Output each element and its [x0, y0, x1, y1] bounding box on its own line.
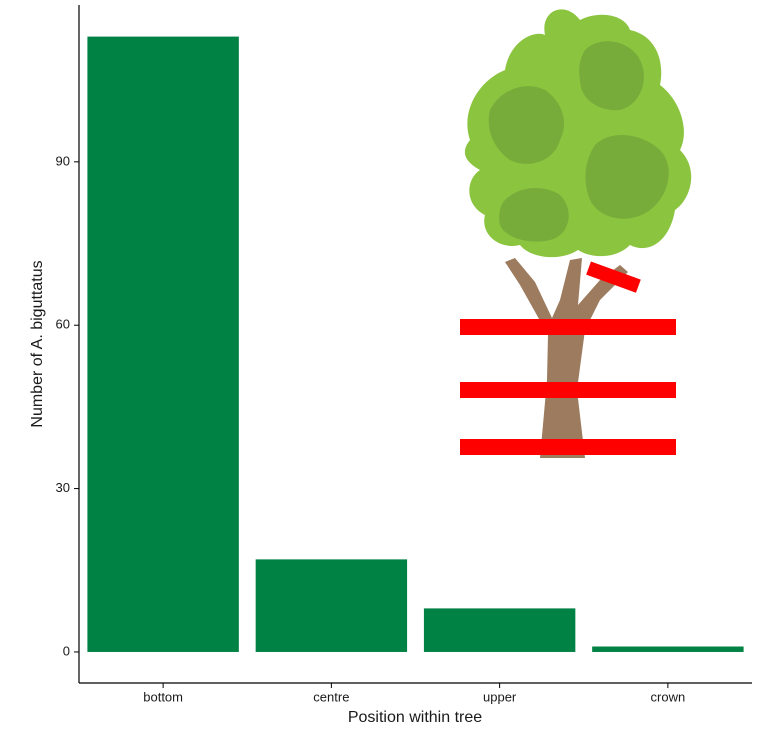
chart: Position within tree Number of A. bigutt… — [0, 0, 761, 730]
page: Position within tree Number of A. bigutt… — [0, 0, 761, 730]
tree-illustration — [460, 9, 691, 458]
bar — [87, 37, 238, 652]
x-axis-title: Position within tree — [348, 709, 482, 726]
bar — [424, 608, 575, 652]
y-tick-label: 0 — [63, 643, 70, 658]
x-tick-label: crown — [651, 689, 686, 704]
x-tick-label: bottom — [143, 689, 183, 704]
x-tick-label: centre — [313, 689, 349, 704]
x-tick-label: upper — [483, 689, 517, 704]
y-tick-label: 30 — [56, 480, 70, 495]
bar — [592, 647, 743, 652]
y-tick-label: 60 — [56, 317, 70, 332]
y-axis-title: Number of A. biguttatus — [29, 260, 46, 427]
y-tick-label: 90 — [56, 153, 70, 168]
bar — [256, 559, 407, 652]
